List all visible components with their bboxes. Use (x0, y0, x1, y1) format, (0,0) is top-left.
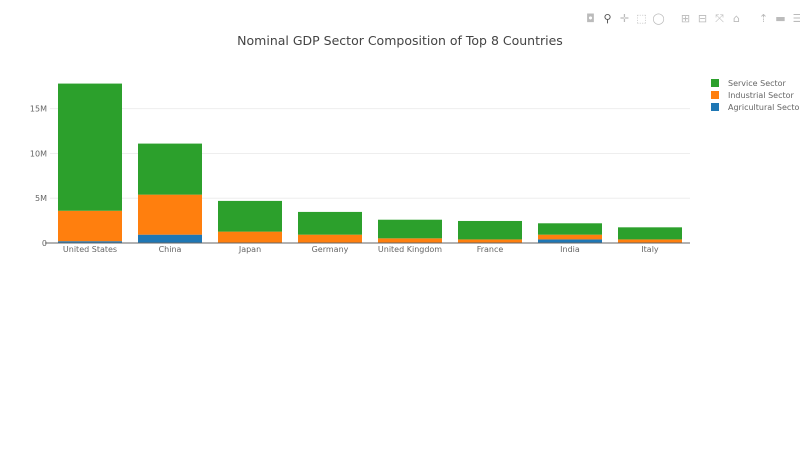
x-tick-label: China (159, 245, 182, 254)
legend-item[interactable]: Service Sector (728, 79, 787, 88)
y-tick-label: 10M (30, 149, 47, 158)
zoom-icon[interactable]: ⚲ (603, 12, 612, 25)
x-tick-label: Japan (238, 245, 261, 254)
y-tick-label: 0 (42, 239, 47, 248)
bar-industrial-sector (218, 231, 282, 243)
autoscale-icon[interactable]: ⤧ (715, 12, 724, 25)
hover-closest-icon[interactable]: ▬ (775, 12, 786, 25)
bar-service-sector (58, 83, 122, 211)
bar-service-sector (458, 220, 522, 240)
bar-industrial-sector (618, 239, 682, 243)
box-select-icon[interactable]: ⬚ (636, 12, 647, 25)
legend-swatch (711, 79, 719, 87)
reset-axes-icon[interactable]: ⌂ (733, 12, 740, 25)
pan-icon[interactable]: ✛ (619, 12, 630, 25)
bar-service-sector (378, 219, 442, 239)
bar-agricultural-sector (138, 234, 202, 243)
camera-icon[interactable]: ◘ (586, 12, 595, 25)
chart-title: Nominal GDP Sector Composition of Top 8 … (237, 33, 563, 48)
bar-service-sector (218, 200, 282, 232)
legend-swatch (711, 91, 719, 99)
bar-industrial-sector (378, 238, 442, 243)
legend-swatch (711, 103, 719, 111)
x-tick-label: India (560, 245, 580, 254)
legend-item[interactable]: Industrial Sector (728, 91, 794, 100)
bar-service-sector (538, 223, 602, 235)
y-tick-label: 15M (30, 105, 47, 114)
bar-industrial-sector (458, 239, 522, 243)
x-tick-label: Germany (312, 245, 349, 254)
bar-industrial-sector (538, 234, 602, 240)
bar-service-sector (298, 211, 362, 235)
legend-item[interactable]: Agricultural Sector (728, 103, 800, 112)
lasso-select-icon[interactable]: ◯ (652, 12, 665, 25)
bar-industrial-sector (58, 210, 122, 242)
zoom-out-icon[interactable]: ⊟ (697, 12, 708, 25)
x-tick-label: Italy (641, 245, 659, 254)
bar-industrial-sector (138, 194, 202, 235)
modebar: ◘⚲✛⬚◯⊞⊟⤧⌂⇡▬☰▥ (584, 12, 800, 25)
y-tick-label: 5M (35, 194, 47, 203)
x-tick-label: United States (63, 245, 117, 254)
x-tick-label: France (477, 245, 504, 254)
x-tick-label: United Kingdom (378, 245, 442, 254)
bar-agricultural-sector (538, 239, 602, 243)
bar-service-sector (138, 143, 202, 195)
bar-agricultural-sector (58, 241, 122, 243)
bar-industrial-sector (298, 234, 362, 243)
zoom-in-icon[interactable]: ⊞ (680, 12, 691, 25)
hover-compare-icon[interactable]: ☰ (792, 12, 800, 25)
bar-service-sector (618, 227, 682, 240)
spike-lines-icon[interactable]: ⇡ (758, 12, 769, 25)
